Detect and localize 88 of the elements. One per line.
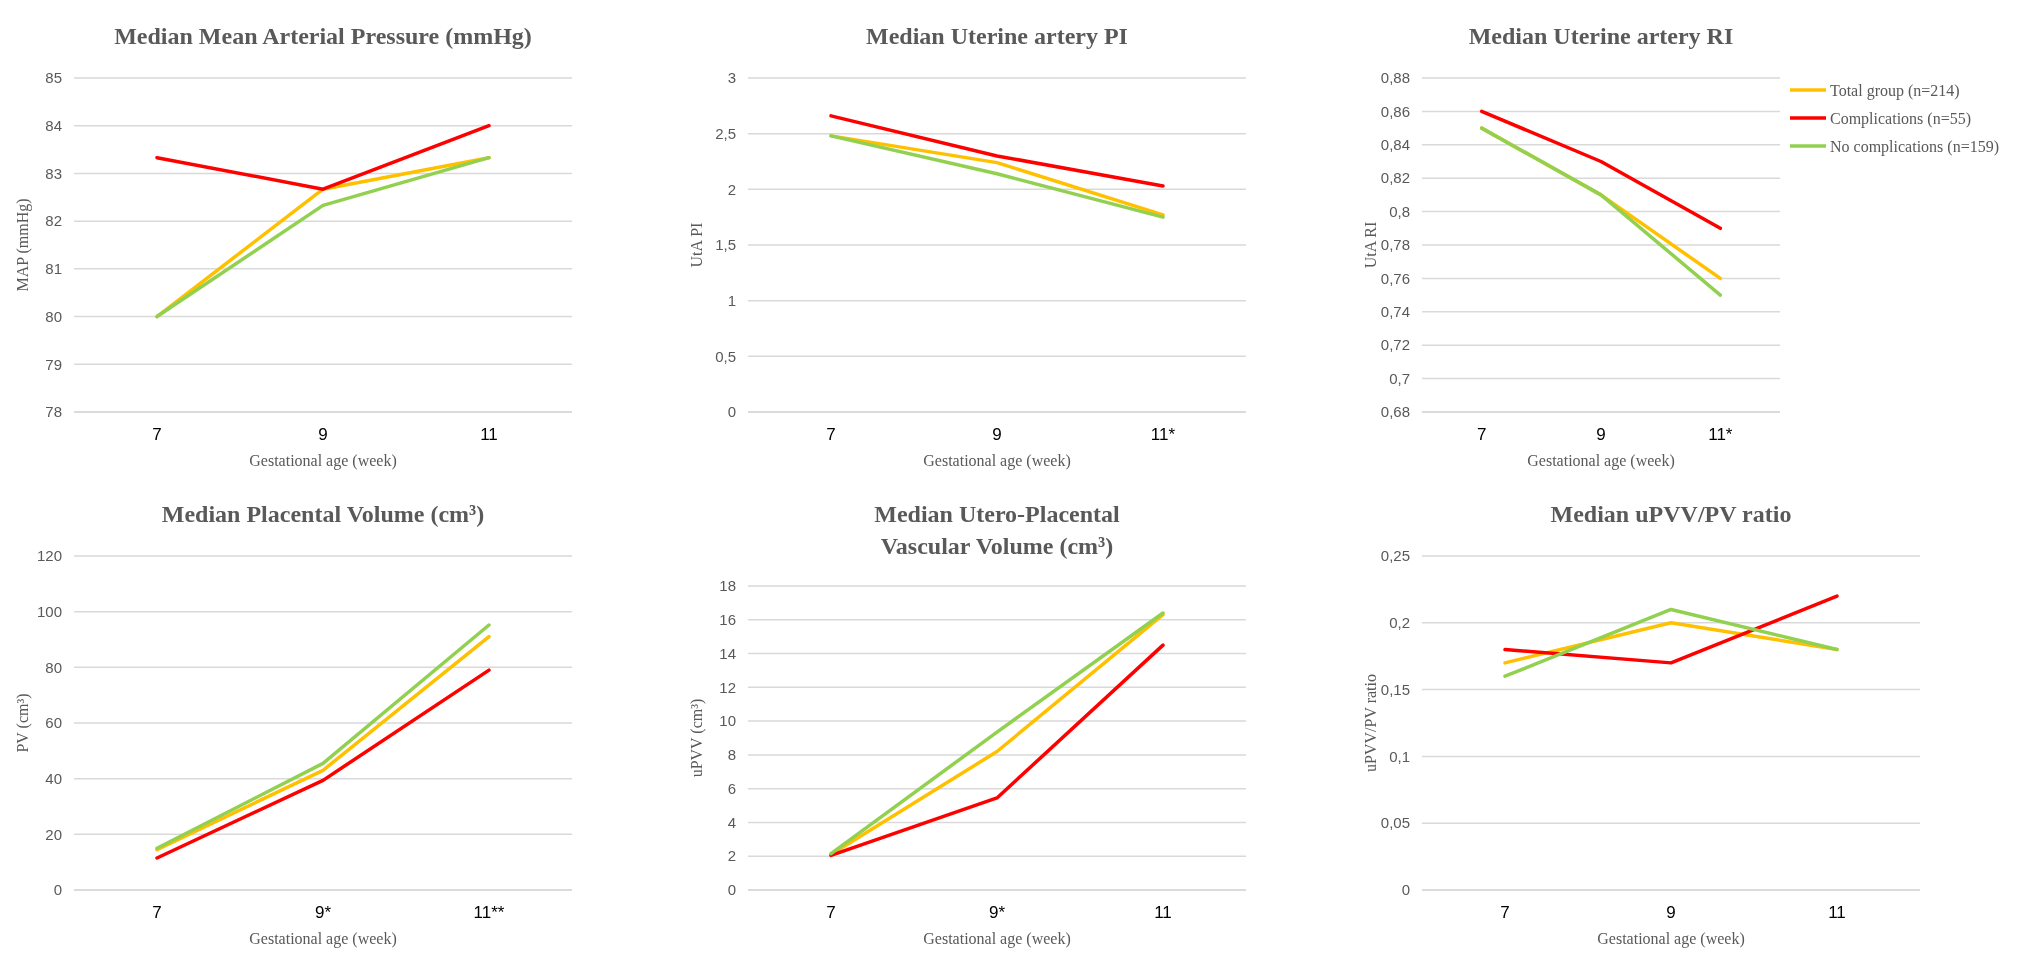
y-tick-label: 80 [45,658,62,676]
legend-label: Total group (n=214) [1830,81,1960,100]
x-tick-label: 9* [314,903,332,922]
y-tick-label: 0 [727,881,736,899]
y-tick-label: 0,15 [1380,680,1410,698]
y-tick-label: 85 [45,69,62,87]
y-tick-label: 60 [45,714,62,732]
y-tick-label: 0,74 [1380,303,1410,321]
y-tick-label: 8 [727,746,736,764]
y-tick-label: 6 [727,779,736,797]
x-axis-title: Gestational age (week) [1597,930,1745,948]
x-tick-label: 9 [1596,425,1606,444]
y-tick-label: 0,82 [1380,169,1410,187]
x-tick-label: 7 [152,903,162,922]
x-tick-label: 11 [1828,903,1846,922]
legend-label: Complications (n=55) [1830,109,1972,128]
y-tick-label: 0,2 [1389,614,1410,632]
y-tick-label: 84 [45,116,62,134]
chart-title: Median Uterine artery PI [866,23,1128,49]
y-tick-label: 2 [727,847,736,865]
y-axis-title: UtA RI [1362,221,1379,269]
y-tick-label: 18 [719,577,736,595]
y-tick-label: 0 [1401,881,1410,899]
y-tick-label: 16 [719,611,736,629]
y-tick-label: 0,7 [1389,369,1410,387]
x-axis-title: Gestational age (week) [249,930,397,948]
x-tick-label: 7 [1500,903,1510,922]
x-tick-label: 11 [480,425,498,444]
x-tick-label: 7 [152,425,162,444]
y-tick-label: 83 [45,164,62,182]
y-tick-label: 40 [45,769,62,787]
y-tick-label: 0,68 [1380,403,1410,421]
y-tick-label: 10 [719,712,736,730]
y-axis-title: uPVV/PV ratio [1362,674,1379,772]
y-tick-label: 14 [719,644,736,662]
y-tick-label: 0,05 [1380,814,1410,832]
chart-title: Median uPVV/PV ratio [1550,501,1792,527]
y-tick-label: 81 [45,260,62,278]
y-tick-label: 3 [727,69,736,87]
x-tick-label: 9* [988,903,1006,922]
y-tick-label: 0,78 [1380,236,1410,254]
y-tick-label: 12 [719,678,736,696]
y-tick-label: 4 [727,813,736,831]
x-axis-title: Gestational age (week) [923,930,1071,948]
y-tick-label: 20 [45,825,62,843]
y-tick-label: 0,25 [1380,547,1410,565]
y-tick-label: 0,84 [1380,136,1410,154]
chart-title: Median Uterine artery RI [1468,23,1734,49]
x-tick-label: 7 [826,903,836,922]
y-tick-label: 0,76 [1380,269,1410,287]
x-tick-label: 9 [1666,903,1676,922]
x-tick-label: 9 [318,425,328,444]
y-tick-label: 79 [45,355,62,373]
x-axis-title: Gestational age (week) [1527,452,1675,470]
y-tick-label: 1 [727,291,736,309]
y-tick-label: 2 [727,180,736,198]
x-tick-label: 7 [1476,425,1487,444]
y-tick-label: 78 [45,403,62,421]
x-tick-label: 11 [1154,903,1172,922]
x-axis-title: Gestational age (week) [923,452,1071,470]
y-tick-label: 82 [45,212,62,230]
y-tick-label: 120 [36,547,62,565]
x-tick-label: 9 [992,425,1002,444]
legend-label: No complications (n=159) [1830,137,1999,156]
x-tick-label: 7 [826,425,836,444]
chart-title: Median Utero-Placental Vascular Volume (cm³) [874,501,1121,559]
y-tick-label: 0 [53,881,62,899]
y-tick-label: 0,72 [1380,336,1410,354]
chart-title: Median Placental Volume (cm³) [161,501,485,527]
x-tick-label: 11* [1150,425,1176,444]
y-axis-title: UtA PI [688,222,705,268]
y-axis-title: PV (cm³) [14,693,32,753]
y-tick-label: 0,86 [1380,102,1410,120]
y-tick-label: 80 [45,307,62,325]
x-axis-title: Gestational age (week) [249,452,397,470]
y-axis-title: MAP (mmHg) [14,198,32,292]
y-tick-label: 2,5 [715,124,736,142]
y-tick-label: 0,8 [1389,202,1410,220]
y-tick-label: 0,88 [1380,69,1410,87]
x-tick-label: 11* [1708,425,1733,444]
x-tick-label: 11** [473,903,505,922]
chart-title: Median Mean Arterial Pressure (mmHg) [114,23,532,49]
y-axis-title: uPVV (cm³) [688,698,706,778]
y-tick-label: 0,5 [715,347,736,365]
y-tick-label: 0 [727,403,736,421]
y-tick-label: 100 [36,602,62,620]
y-tick-label: 1,5 [715,236,736,254]
y-tick-label: 0,1 [1389,747,1410,765]
